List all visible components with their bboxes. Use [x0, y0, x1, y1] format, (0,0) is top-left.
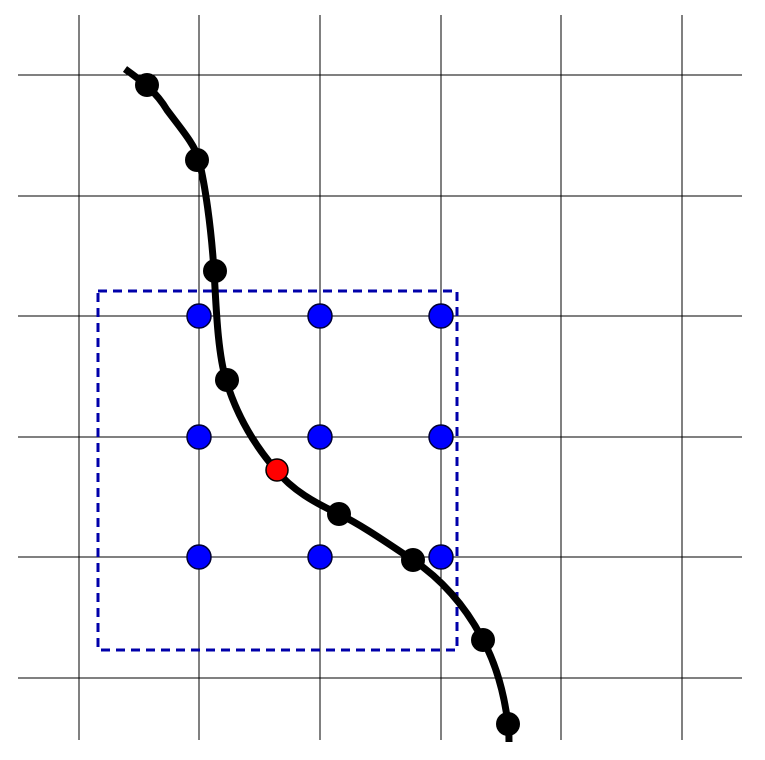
grid-node: [428, 303, 454, 329]
curve-point: [203, 259, 227, 283]
curve-point: [327, 502, 351, 526]
curve-point: [401, 548, 425, 572]
curve-point: [135, 73, 159, 97]
grid-node: [186, 303, 212, 329]
grid-nodes: [186, 303, 454, 570]
grid-node: [307, 303, 333, 329]
grid-lines: [18, 15, 742, 740]
curve-point: [215, 368, 239, 392]
grid-node: [307, 544, 333, 570]
grid-node: [307, 424, 333, 450]
curve-point: [471, 628, 495, 652]
curve-point: [185, 148, 209, 172]
grid-node: [428, 424, 454, 450]
grid-node: [186, 424, 212, 450]
highlighted-curve-point: [265, 458, 289, 482]
curve-points: [135, 73, 520, 736]
grid-node: [428, 544, 454, 570]
highlight-points: [265, 458, 289, 482]
curve-point: [496, 712, 520, 736]
grid-node: [186, 544, 212, 570]
